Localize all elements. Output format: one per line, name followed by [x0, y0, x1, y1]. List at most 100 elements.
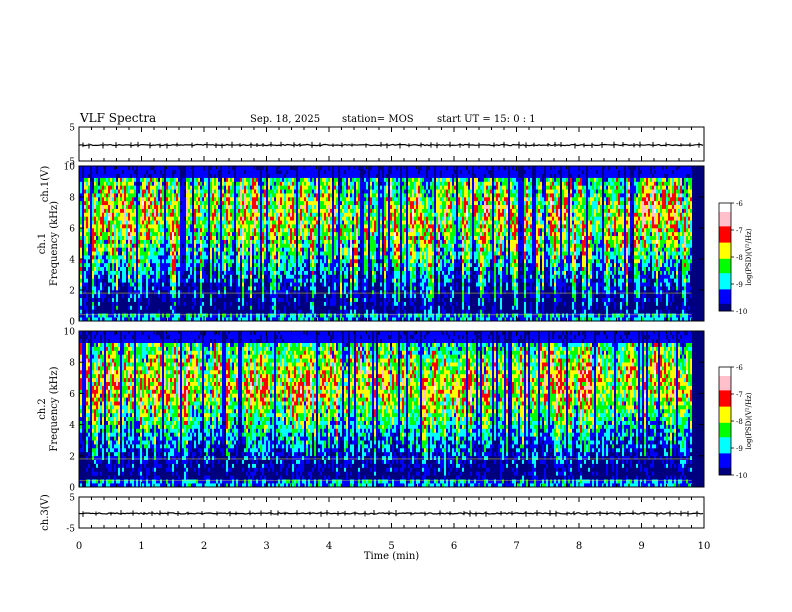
- spectrogram-cell: [142, 290, 144, 295]
- spectrogram-cell: [136, 181, 138, 186]
- spectrogram-cell: [246, 313, 248, 318]
- spectrogram-cell: [272, 251, 274, 256]
- spectrogram-cell: [184, 224, 186, 229]
- spectrogram-cell: [154, 259, 156, 264]
- spectrogram-cell: [206, 239, 208, 244]
- spectrogram-cell: [296, 266, 298, 271]
- spectrogram-cell: [178, 278, 180, 283]
- spectrogram-cell: [92, 181, 94, 186]
- spectrogram-cell: [112, 255, 114, 260]
- spectrogram-cell: [306, 216, 308, 221]
- spectrogram-cell: [220, 231, 222, 237]
- spectrogram-cell: [264, 220, 266, 225]
- spectrogram-cell: [140, 286, 142, 291]
- spectrogram-cell: [262, 247, 264, 252]
- spectrogram-cell: [234, 169, 236, 175]
- spectrogram-cell: [232, 297, 234, 302]
- spectrogram-cell: [162, 189, 164, 194]
- spectrogram-cell: [180, 251, 182, 256]
- spectrogram-cell: [112, 270, 114, 275]
- spectrogram-cell: [270, 231, 272, 237]
- spectrogram-cell: [302, 169, 304, 175]
- spectrogram-cell: [174, 262, 176, 268]
- spectrogram-cell: [306, 262, 308, 268]
- spectrogram-cell: [320, 235, 322, 240]
- spectrogram-cell: [92, 220, 94, 225]
- spectrogram-cell: [196, 247, 198, 252]
- spectrogram-cell: [194, 216, 196, 221]
- spectrogram-cell: [286, 262, 288, 268]
- spectrogram-cell: [118, 293, 120, 299]
- spectrogram-cell: [104, 220, 106, 225]
- spectrogram-cell: [246, 193, 248, 198]
- spectrogram-cell: [130, 309, 132, 314]
- spectrogram-cell: [304, 274, 306, 279]
- spectrogram-cell: [158, 231, 160, 237]
- spectrogram-cell: [136, 251, 138, 256]
- spectrogram-cell: [232, 293, 234, 299]
- spectrogram-cell: [126, 243, 128, 248]
- spectrogram-cell: [280, 173, 282, 178]
- spectrogram-cell: [194, 220, 196, 225]
- spectrogram-cell: [200, 224, 202, 229]
- spectrogram-cell: [134, 247, 136, 252]
- spectrogram-cell: [276, 231, 278, 237]
- spectrogram-cell: [248, 282, 250, 287]
- spectrogram-cell: [164, 317, 166, 322]
- spectrogram-cell: [140, 259, 142, 264]
- spectrogram-cell: [88, 224, 90, 229]
- spectrogram-cell: [262, 251, 264, 256]
- spectrogram-cell: [272, 181, 274, 186]
- spectrogram-cell: [220, 216, 222, 221]
- spectrogram-cell: [136, 313, 138, 318]
- spectrogram-cell: [82, 212, 84, 217]
- spectrogram-cell: [292, 173, 294, 178]
- spectrogram-cell: [328, 278, 330, 283]
- spectrogram-cell: [208, 251, 210, 256]
- spectrogram-cell: [174, 270, 176, 275]
- spectrogram-cell: [124, 317, 126, 322]
- spectrogram-cell: [212, 208, 214, 213]
- spectrogram-cell: [312, 317, 314, 322]
- spectrogram-cell: [82, 239, 84, 244]
- spectrogram-cell: [218, 301, 220, 306]
- spectrogram-cell: [180, 204, 182, 209]
- spectrogram-cell: [108, 204, 110, 209]
- spectrogram-cell: [258, 274, 260, 279]
- spectrogram-cell: [94, 197, 96, 202]
- spectrogram-cell: [264, 169, 266, 175]
- spectrogram-cell: [212, 235, 214, 240]
- spectrogram-cell: [90, 274, 92, 279]
- spectrogram-cell: [300, 293, 302, 299]
- spectrogram-cell: [290, 243, 292, 248]
- spectrogram-cell: [308, 274, 310, 279]
- spectrogram-cell: [146, 189, 148, 194]
- spectrogram-cell: [126, 208, 128, 213]
- spectrogram-cell: [250, 309, 252, 314]
- spectrogram-cell: [214, 309, 216, 314]
- spectrogram-cell: [92, 166, 94, 171]
- spectrogram-cell: [306, 220, 308, 225]
- spectrogram-cell: [252, 204, 254, 209]
- spectrogram-cell: [256, 212, 258, 217]
- spectrogram-cell: [110, 200, 112, 206]
- spectrogram-cell: [142, 177, 144, 182]
- spectrogram-cell: [118, 270, 120, 275]
- spectrogram-cell: [120, 208, 122, 213]
- spectrogram-cell: [260, 317, 262, 322]
- spectrogram-cell: [246, 262, 248, 268]
- spectrogram-cell: [248, 169, 250, 175]
- spectrogram-cell: [266, 216, 268, 221]
- spectrogram-cell: [240, 200, 242, 206]
- spectrogram-cell: [128, 259, 130, 264]
- spectrogram-cell: [260, 177, 262, 182]
- spectrogram-cell: [240, 305, 242, 310]
- spectrogram-cell: [162, 200, 164, 206]
- spectrogram-cell: [248, 255, 250, 260]
- spectrogram-cell: [304, 200, 306, 206]
- spectrogram-cell: [310, 270, 312, 275]
- spectrogram-cell: [130, 274, 132, 279]
- spectrogram-cell: [128, 313, 130, 318]
- spectrogram-cell: [162, 204, 164, 209]
- spectrogram-cell: [216, 301, 218, 306]
